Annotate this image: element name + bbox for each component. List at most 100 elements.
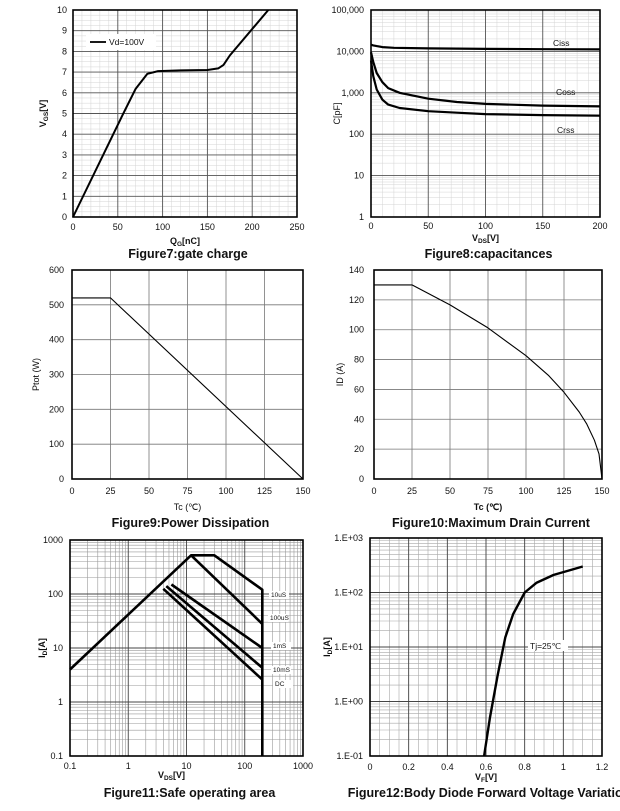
y-axis-label: C[pF] xyxy=(332,102,342,124)
x-tick-label: 150 xyxy=(535,221,550,231)
x-tick-label: 50 xyxy=(445,486,455,496)
y-tick-label: 0 xyxy=(59,474,64,484)
plot-frame xyxy=(71,269,304,480)
legend-label: Vd=100V xyxy=(109,37,145,47)
plot-frame xyxy=(373,269,603,480)
x-tick-label: 125 xyxy=(556,486,571,496)
chart-body-diode: 0 0.2 0.4 0.6 0.8 1 1.2 1.E-01 1.E+00 1.E+01 1.E+0… xyxy=(322,533,620,800)
soa-line-10ms xyxy=(165,585,264,669)
y-axis-label: ID (A) xyxy=(335,363,345,387)
y-tick-label: 10,000 xyxy=(336,46,364,56)
y-tick-label: 0.1 xyxy=(50,751,63,761)
x-tick-label: 200 xyxy=(592,221,607,231)
chart-power-dissipation: 0 25 50 75 100 125 150 0 100 200 300 400 500 600 Tc (℃… xyxy=(31,265,311,530)
y-tick-label: 1.E+00 xyxy=(334,697,363,707)
plot-frame xyxy=(370,9,601,218)
y-tick-label: 1.E+03 xyxy=(334,533,363,543)
y-tick-label: 3 xyxy=(62,150,67,160)
x-tick-label: 0 xyxy=(368,221,373,231)
y-axis-label: Ptot (W) xyxy=(31,358,41,391)
x-tick-label: 0 xyxy=(367,762,372,772)
y-tick-label: 140 xyxy=(349,265,364,275)
x-tick-label: 100 xyxy=(478,221,493,231)
soa-label-bg xyxy=(269,591,289,599)
x-tick-label: 25 xyxy=(105,486,115,496)
x-tick-label: 0.1 xyxy=(64,761,77,771)
x-axis-label: QG[nC] xyxy=(170,236,200,248)
x-axis-label: VDS[V] xyxy=(158,770,185,782)
soa-label-1ms: 1mS xyxy=(273,643,287,650)
y-tick-label: 7 xyxy=(62,67,67,77)
y-tick-label: 120 xyxy=(349,295,364,305)
x-tick-label: 200 xyxy=(245,222,260,232)
label-coss: Coss xyxy=(556,87,575,97)
x-axis-label: Tc (℃) xyxy=(174,502,202,512)
x-tick-label: 0 xyxy=(70,222,75,232)
series-crss xyxy=(369,60,601,117)
x-tick-label: 25 xyxy=(407,486,417,496)
y-tick-label: 100 xyxy=(349,129,364,139)
y-tick-label: 40 xyxy=(354,414,364,424)
x-tick-label: 1 xyxy=(561,762,566,772)
y-tick-label: 1.E-01 xyxy=(336,751,363,761)
y-tick-label: 1 xyxy=(359,212,364,222)
y-tick-label: 1,000 xyxy=(341,88,364,98)
y-tick-label: 9 xyxy=(62,26,67,36)
diode-curve xyxy=(482,565,584,757)
y-tick-label: 100 xyxy=(48,589,63,599)
figure-caption: Figure10:Maximum Drain Current xyxy=(392,516,591,530)
figure-caption: Figure9:Power Dissipation xyxy=(112,516,270,530)
soa-label-bg xyxy=(268,614,288,622)
y-axis-label: ID[A] xyxy=(37,638,49,658)
power-curve xyxy=(72,297,304,480)
label-crss: Crss xyxy=(557,125,574,135)
y-tick-label: 20 xyxy=(354,444,364,454)
chart-capacitances: 0 50 100 150 200 1 10 100 1,000 10,000 100,000 VDS[… xyxy=(331,5,607,261)
x-tick-label: 1000 xyxy=(293,761,313,771)
x-tick-label: 150 xyxy=(594,486,609,496)
y-axis-label: ID[A] xyxy=(322,637,334,657)
figure-caption: Figure7:gate charge xyxy=(128,247,248,261)
y-tick-label: 100,000 xyxy=(331,5,364,15)
y-tick-label: 0 xyxy=(359,474,364,484)
temperature-annotation: Tj=25℃ xyxy=(530,641,561,651)
x-tick-label: 50 xyxy=(113,222,123,232)
y-tick-label: 1 xyxy=(62,191,67,201)
y-tick-label: 10 xyxy=(53,643,63,653)
x-tick-label: 0.4 xyxy=(441,762,454,772)
label-ciss: Ciss xyxy=(553,38,570,48)
gate-charge-curve xyxy=(72,9,270,218)
soa-label-10ms: 10mS xyxy=(273,667,291,674)
soa-line-100us xyxy=(190,554,264,625)
soa-line-dc xyxy=(162,587,264,681)
soa-line-1ms xyxy=(170,583,264,650)
y-tick-label: 60 xyxy=(354,384,364,394)
x-tick-label: 75 xyxy=(483,486,493,496)
chart-max-drain-current: 0 25 50 75 100 125 150 0 20 40 60 80 100 120 140 Tc (℃)… xyxy=(335,265,610,530)
x-tick-label: 125 xyxy=(257,486,272,496)
y-tick-label: 0 xyxy=(62,212,67,222)
chart-gate-charge: 0 50 100 150 200 250 0 1 2 3 4 5 6 7 8 9 10 QG[nC] VGS[V] V… xyxy=(38,5,305,261)
x-tick-label: 0 xyxy=(371,486,376,496)
y-tick-label: 1 xyxy=(58,697,63,707)
x-axis-label: VF[V] xyxy=(475,772,497,784)
x-axis-label: Tc (℃) xyxy=(474,502,502,512)
y-tick-label: 100 xyxy=(49,439,64,449)
soa-label-dc: DC xyxy=(275,681,285,688)
x-tick-label: 100 xyxy=(155,222,170,232)
x-axis-label: VDS[V] xyxy=(472,233,499,245)
y-tick-label: 500 xyxy=(49,300,64,310)
x-tick-label: 0.8 xyxy=(518,762,531,772)
chart-safe-operating-area: 0.1 1 10 100 1000 0.1 1 10 100 1000 VDS[V] ID[A] 10u… xyxy=(37,535,313,800)
plot-frame xyxy=(369,537,603,757)
x-tick-label: 150 xyxy=(295,486,310,496)
y-tick-label: 1.E+01 xyxy=(334,642,363,652)
y-tick-label: 1000 xyxy=(43,535,63,545)
legend-box xyxy=(86,34,156,50)
y-tick-label: 400 xyxy=(49,335,64,345)
figure-caption: Figure12:Body Diode Forward Voltage Vari… xyxy=(348,786,620,800)
x-tick-label: 1.2 xyxy=(596,762,609,772)
x-tick-label: 100 xyxy=(237,761,252,771)
y-axis-label: VGS[V] xyxy=(38,100,50,127)
